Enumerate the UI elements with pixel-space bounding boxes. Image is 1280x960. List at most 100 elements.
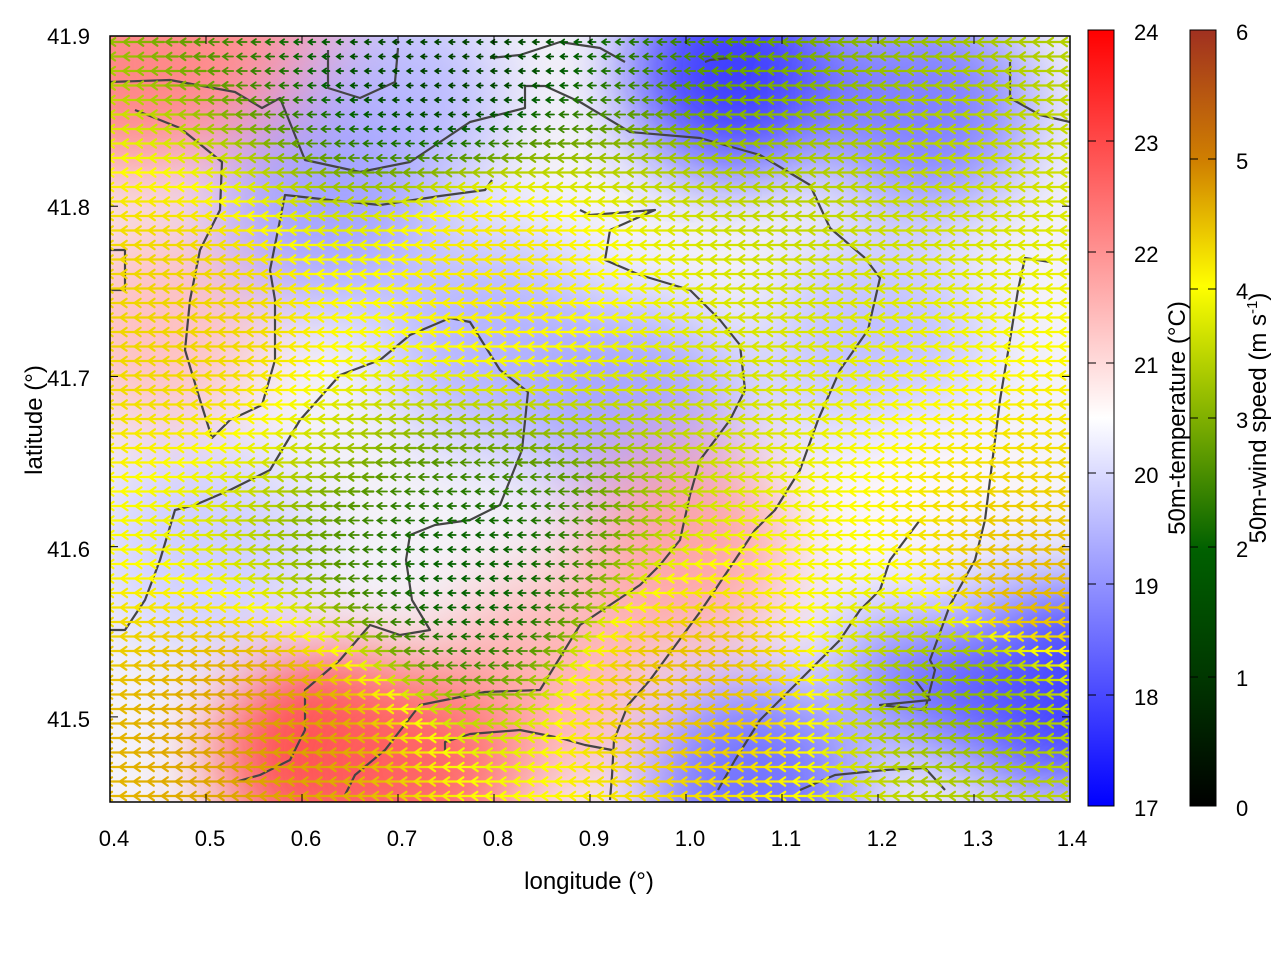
wind-arrow [653,515,671,526]
wind-arrow [404,502,416,510]
wind-arrow [1045,718,1063,729]
wind-arrow [514,660,529,671]
wind-arrow [246,167,265,178]
wind-arrow [821,152,838,164]
wind-arrow [598,530,613,540]
wind-arrow [556,472,571,482]
wind-arrow [502,125,513,133]
wind-arrow [1031,732,1048,744]
wind-arrow [613,81,626,90]
wind-arrow [418,603,429,612]
wind-arrow [794,66,810,76]
wind-arrow [498,167,517,178]
wind-arrow [625,428,642,439]
wind-speed-colorbar-label: 50m-wind speed (m s-1) [1244,293,1272,544]
wind-arrow [373,443,390,453]
wind-arrow [568,167,587,178]
x-tick-label: 1.2 [867,826,898,851]
wind-arrow [489,82,498,89]
wind-arrow [554,167,573,178]
wind-arrow [321,67,331,75]
wind-arrow [696,66,711,76]
wind-arrow [457,167,474,178]
wind-arrow [303,167,320,178]
wind-arrow [474,516,485,525]
wind-arrow [947,704,964,714]
x-tick-label: 0.5 [195,826,226,851]
wind-arrow [877,94,894,106]
wind-arrow [1030,790,1049,802]
wind-arrow [331,457,348,468]
wind-arrow [570,472,585,482]
wind-arrow [531,82,541,89]
wind-arrow [191,109,208,120]
wind-arrow [276,124,291,134]
wind-arrow [1056,442,1070,454]
wind-arrow [303,573,320,584]
wind-arrow [765,138,782,149]
wind-arrow [432,618,443,626]
wind-arrow [556,457,571,468]
wind-arrow [404,531,415,539]
wind-arrow [418,560,429,568]
wind-arrow [250,52,262,61]
wind-arrow [359,181,376,193]
wind-arrow [710,52,725,61]
wind-arrow [919,747,936,758]
wind-arrow [541,153,558,163]
wind-arrow [905,674,922,686]
y-tick-label: 41.7 [47,366,90,391]
wind-arrow [302,442,321,454]
wind-arrow [862,732,881,744]
wind-arrow [863,109,880,120]
wind-arrow [402,646,417,656]
wind-arrow [961,65,978,77]
wind-arrow [600,81,612,90]
wind-arrow [989,675,1006,685]
temperature-tick-label: 18 [1134,685,1158,710]
wind-arrow [1056,515,1070,526]
wind-arrow [418,574,429,583]
wind-arrow [766,66,781,76]
wind-arrow [318,544,333,555]
wind-arrow [330,196,349,207]
wind-arrow [429,167,446,178]
wind-arrow [447,38,456,46]
wind-arrow [918,790,937,802]
wind-arrow [485,703,502,715]
wind-arrow [390,545,401,554]
wind-arrow [932,138,951,149]
wind-arrow [877,689,894,700]
wind-arrow [121,51,138,62]
wind-arrow [530,618,542,626]
wind-arrow [388,646,403,656]
wind-arrow [374,472,389,482]
wind-arrow [1017,65,1035,77]
wind-arrow [303,181,320,193]
wind-arrow [1058,123,1070,135]
wind-arrow [975,675,992,685]
wind-arrow [488,487,500,496]
wind-arrow [531,38,540,46]
wind-arrow [905,718,922,729]
wind-arrow [1058,790,1070,802]
wind-arrow [334,96,345,104]
wind-arrow [961,790,979,802]
wind-arrow [331,602,348,613]
wind-arrow [891,65,908,77]
wind-arrow [584,588,599,598]
wind-arrow [415,413,432,425]
wind-arrow [737,167,754,178]
wind-arrow [432,531,443,539]
wind-arrow [1058,51,1070,62]
wind-arrow [389,632,403,641]
wind-arrow [933,94,950,106]
wind-arrow [516,125,527,133]
wind-arrow [373,645,390,657]
wind-arrow [260,486,279,497]
wind-arrow [710,66,725,76]
wind-arrow [530,560,541,568]
wind-arrow [1045,747,1063,758]
x-axis-title: longitude (°) [524,868,654,895]
wind-arrow [1017,790,1035,802]
